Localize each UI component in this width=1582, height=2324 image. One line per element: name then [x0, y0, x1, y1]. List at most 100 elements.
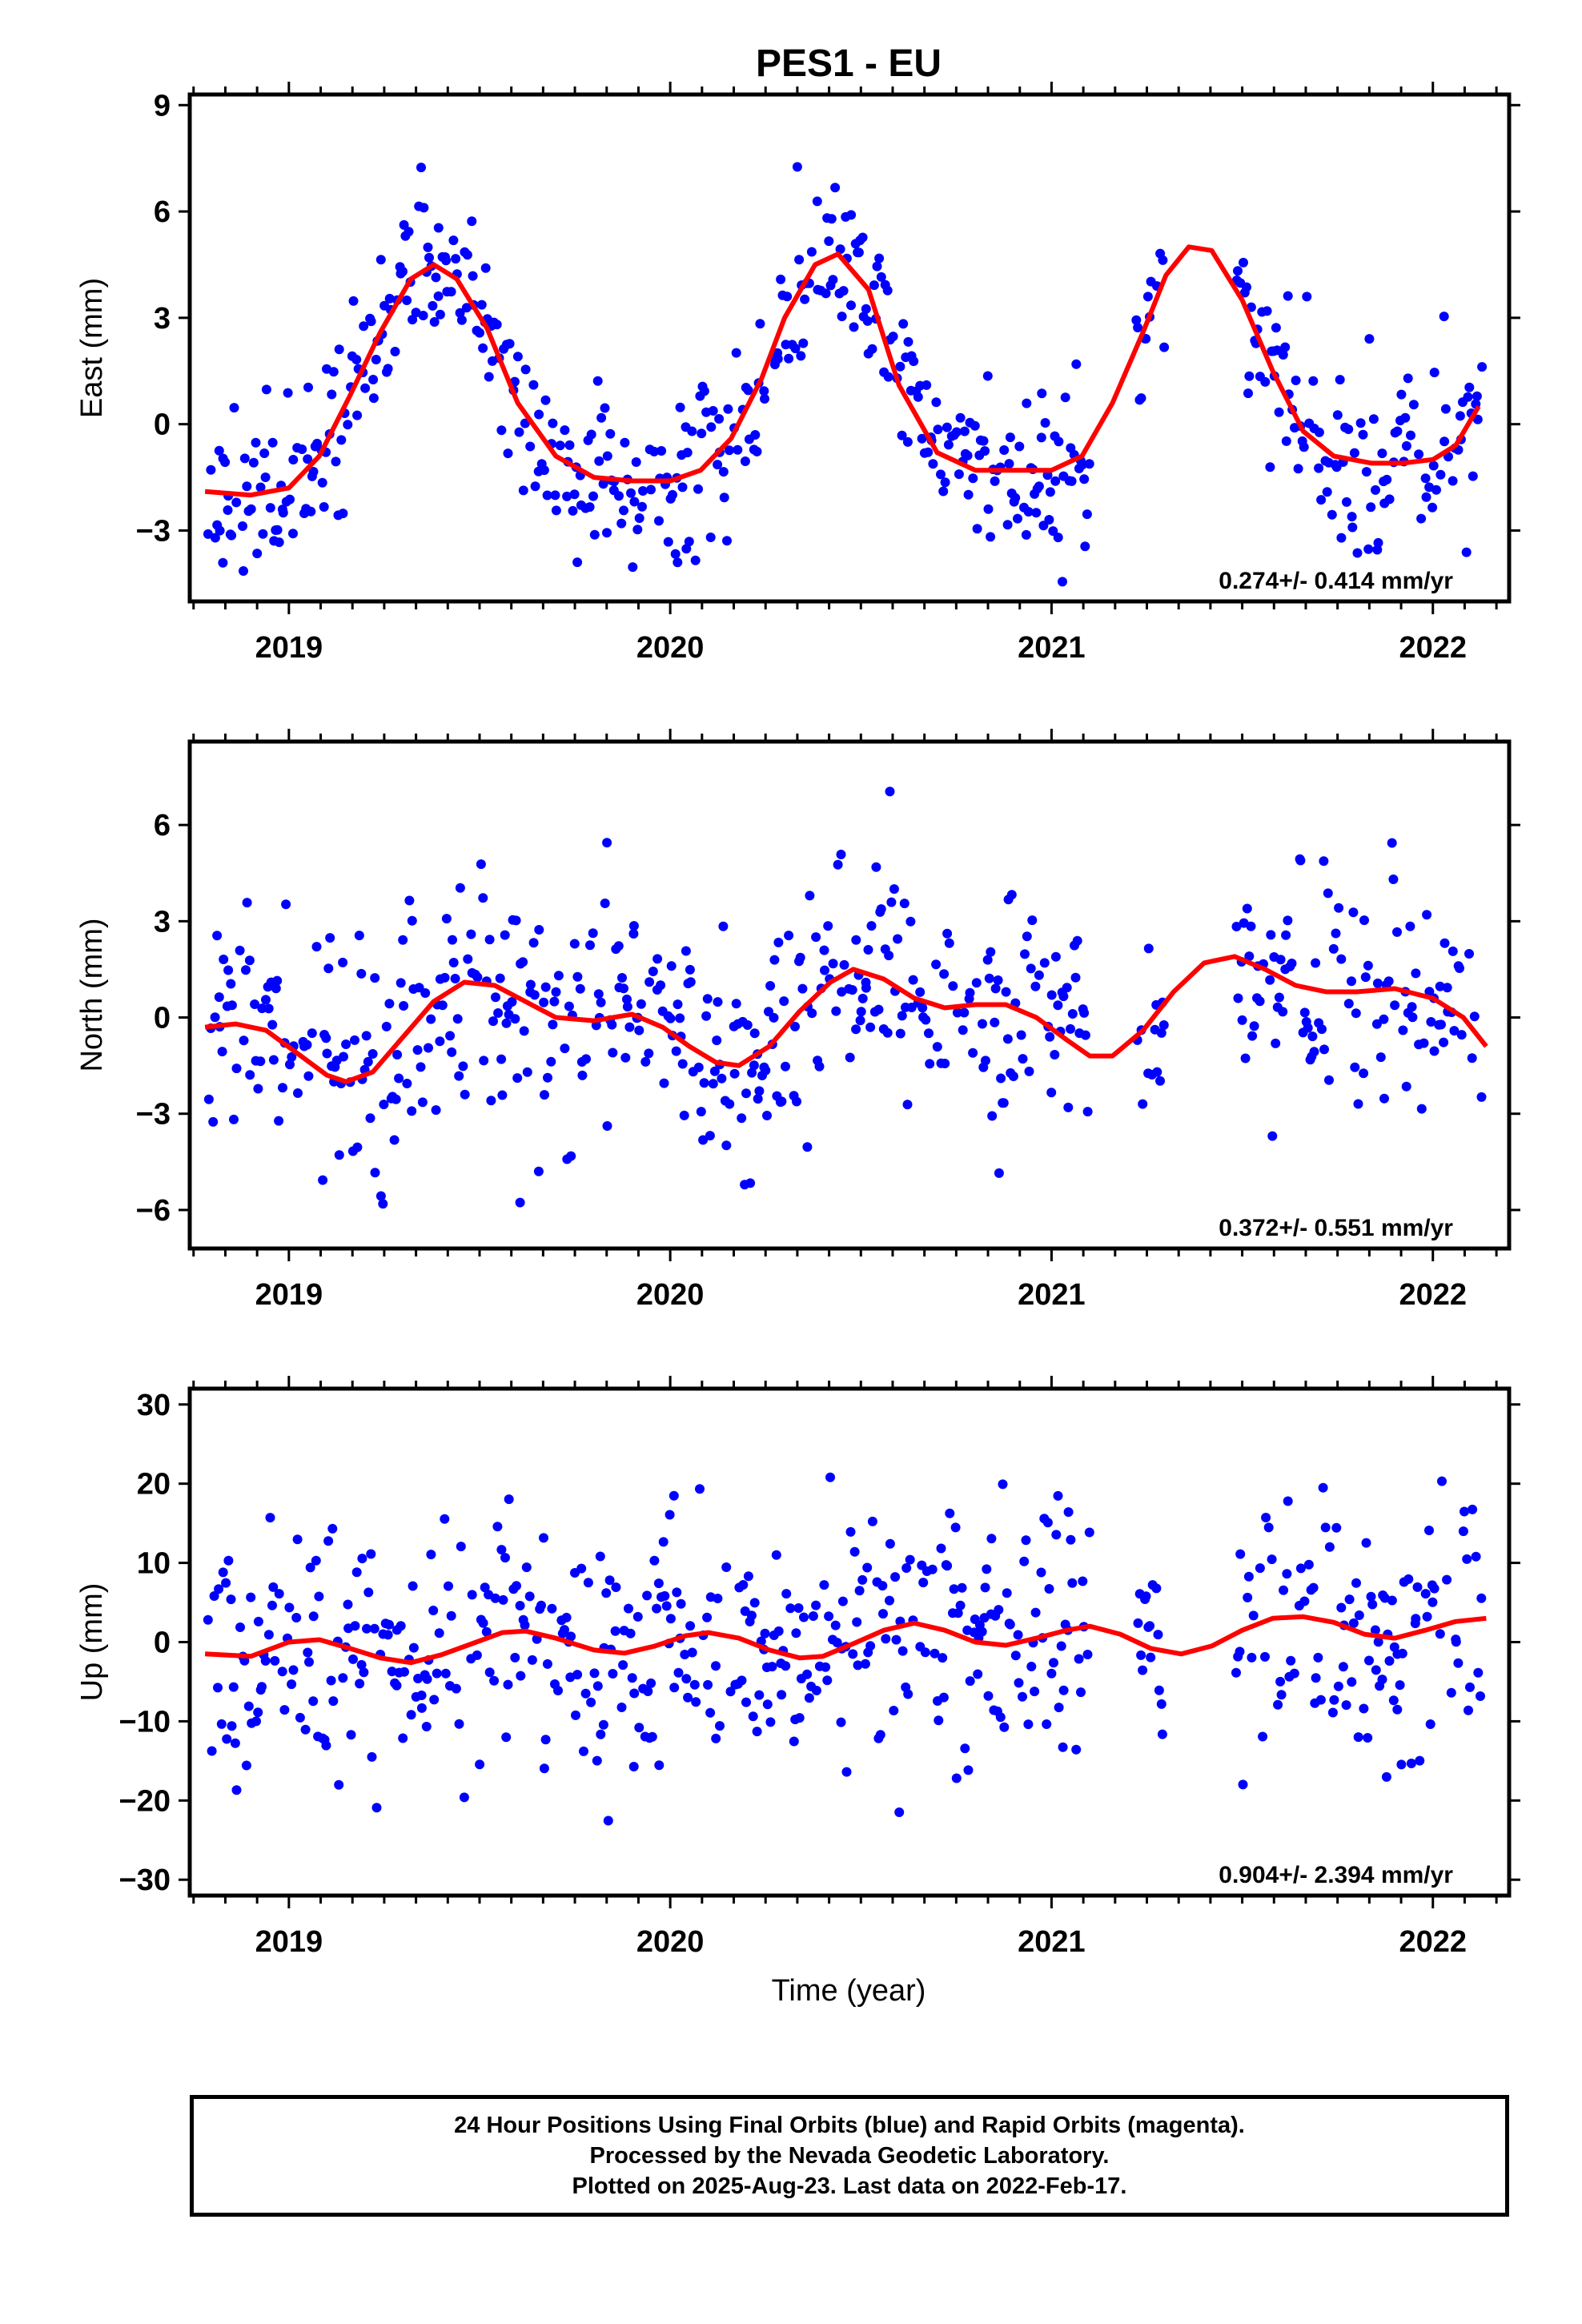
east-point	[903, 336, 913, 347]
east-point	[869, 280, 879, 291]
north-point	[493, 1008, 504, 1018]
east-point	[288, 529, 298, 539]
up-point	[715, 1721, 725, 1731]
up-point	[1036, 1567, 1046, 1578]
up-point	[421, 1722, 432, 1731]
east-point	[1271, 323, 1281, 333]
up-point	[566, 1631, 576, 1642]
north-point	[1319, 1044, 1329, 1055]
north-point	[1016, 1030, 1026, 1040]
up-point	[384, 1619, 394, 1630]
east-point	[1084, 459, 1094, 469]
north-point	[671, 1046, 681, 1056]
east-point	[673, 557, 683, 568]
up-point	[369, 1623, 379, 1634]
north-point	[1319, 856, 1329, 866]
north-point	[242, 898, 252, 908]
east-point	[646, 485, 656, 495]
north-point	[529, 990, 540, 1000]
up-point	[1002, 1588, 1012, 1598]
east-point	[399, 219, 409, 230]
up-point	[480, 1582, 490, 1593]
up-point	[1341, 1700, 1351, 1711]
north-point	[375, 1191, 386, 1201]
north-point	[731, 999, 741, 1009]
east-point	[390, 347, 400, 356]
up-point	[579, 1746, 588, 1756]
east-point	[398, 267, 408, 276]
up-point	[1371, 1665, 1381, 1675]
up-point	[977, 1626, 987, 1637]
up-ytick-label: −10	[119, 1705, 171, 1739]
up-point	[1429, 1583, 1439, 1594]
north-point	[709, 1066, 720, 1076]
north-point	[404, 895, 415, 906]
up-point	[350, 1621, 360, 1631]
east-point	[462, 250, 472, 260]
up-point	[1151, 1583, 1162, 1594]
north-point	[705, 1131, 715, 1141]
east-point	[1131, 315, 1142, 325]
up-point	[553, 1686, 563, 1695]
north-point	[784, 931, 794, 941]
north-point	[217, 1047, 227, 1057]
north-point	[1024, 1066, 1034, 1076]
east-point	[1361, 467, 1371, 477]
north-point	[1334, 903, 1344, 913]
up-point	[652, 1603, 662, 1614]
east-point	[1142, 292, 1153, 302]
north-point	[572, 971, 583, 982]
up-point	[1370, 1625, 1380, 1635]
up-point	[1051, 1530, 1062, 1540]
east-point	[675, 402, 685, 412]
up-point	[1136, 1650, 1146, 1660]
north-point	[1455, 963, 1464, 973]
east-point	[303, 454, 313, 464]
north-point	[1242, 903, 1252, 914]
up-point	[867, 1516, 877, 1526]
up-point	[428, 1606, 439, 1615]
up-point	[819, 1580, 829, 1590]
east-point	[252, 549, 263, 559]
up-point	[1396, 1759, 1407, 1770]
north-rate-label: 0.372+/- 0.551 mm/yr	[1219, 1215, 1453, 1241]
up-point	[1420, 1589, 1431, 1599]
panel-east: −3 0 3 6 9 2019 2020 2021 2022 East (mm) 0.274+/- …	[75, 82, 1520, 665]
north-point	[1155, 1076, 1165, 1086]
east-point	[800, 294, 810, 304]
up-point	[501, 1732, 512, 1743]
north-point	[334, 1150, 344, 1160]
up-point	[571, 1710, 580, 1720]
up-point	[960, 1743, 970, 1754]
north-point	[968, 1047, 978, 1058]
north-point	[302, 1039, 312, 1050]
up-point	[1286, 1655, 1296, 1666]
up-point	[848, 1649, 858, 1659]
north-point	[814, 1061, 825, 1072]
north-point	[886, 897, 897, 907]
north-point	[1372, 978, 1383, 988]
up-point	[327, 1523, 338, 1534]
east-point	[723, 404, 733, 414]
up-point	[1381, 1771, 1391, 1782]
up-point	[793, 1603, 804, 1613]
east-point	[883, 372, 893, 382]
east-point	[654, 516, 664, 526]
north-point	[984, 973, 994, 983]
east-point	[265, 503, 275, 513]
east-point	[1082, 509, 1092, 520]
north-point	[765, 981, 776, 991]
east-point	[1014, 441, 1025, 452]
east-point	[986, 532, 996, 542]
up-point	[930, 1648, 940, 1659]
east-point	[272, 525, 283, 535]
north-point	[1350, 1062, 1360, 1072]
up-point	[629, 1688, 640, 1699]
north-point	[588, 928, 598, 939]
up-point	[1388, 1695, 1399, 1706]
east-point	[972, 524, 982, 534]
up-point	[203, 1614, 213, 1625]
north-ylabel: North (mm)	[75, 918, 109, 1072]
up-point	[741, 1697, 751, 1707]
